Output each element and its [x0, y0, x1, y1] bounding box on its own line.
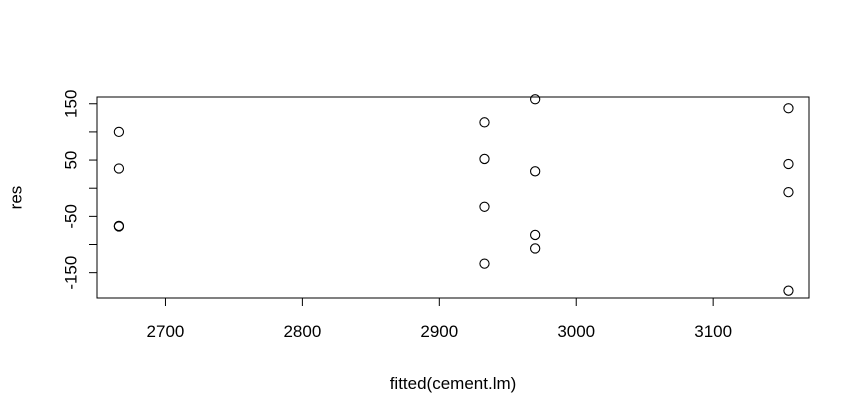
y-axis: -150 -50 50 150 [62, 90, 97, 290]
x-tick-label: 2900 [420, 322, 458, 341]
x-tick-label: 2800 [283, 322, 321, 341]
x-tick-label: 2700 [147, 322, 185, 341]
x-tick-label: 3000 [557, 322, 595, 341]
data-point [783, 187, 794, 198]
data-point [113, 163, 125, 174]
data-point [479, 117, 490, 128]
x-axis: 2700 2800 2900 3000 3100 [147, 298, 732, 341]
x-axis-title: fitted(cement.lm) [390, 374, 517, 393]
data-point [530, 229, 541, 241]
data-points [113, 94, 794, 296]
data-point [783, 158, 794, 170]
data-point [783, 103, 794, 114]
y-tick-label: 50 [62, 151, 81, 170]
data-point [113, 126, 125, 138]
y-tick-label: -50 [62, 204, 81, 229]
data-point [479, 153, 490, 165]
y-tick-label: 150 [62, 90, 81, 118]
data-point [479, 258, 490, 269]
data-point [530, 166, 541, 177]
x-tick-label: 3100 [694, 322, 732, 341]
y-axis-title: res [7, 186, 26, 210]
data-point [530, 94, 541, 105]
data-point [530, 243, 541, 254]
data-point [113, 221, 125, 232]
data-point [783, 285, 794, 296]
y-tick-label: -150 [62, 256, 81, 290]
data-point [479, 201, 490, 212]
plot-frame [96, 96, 810, 299]
